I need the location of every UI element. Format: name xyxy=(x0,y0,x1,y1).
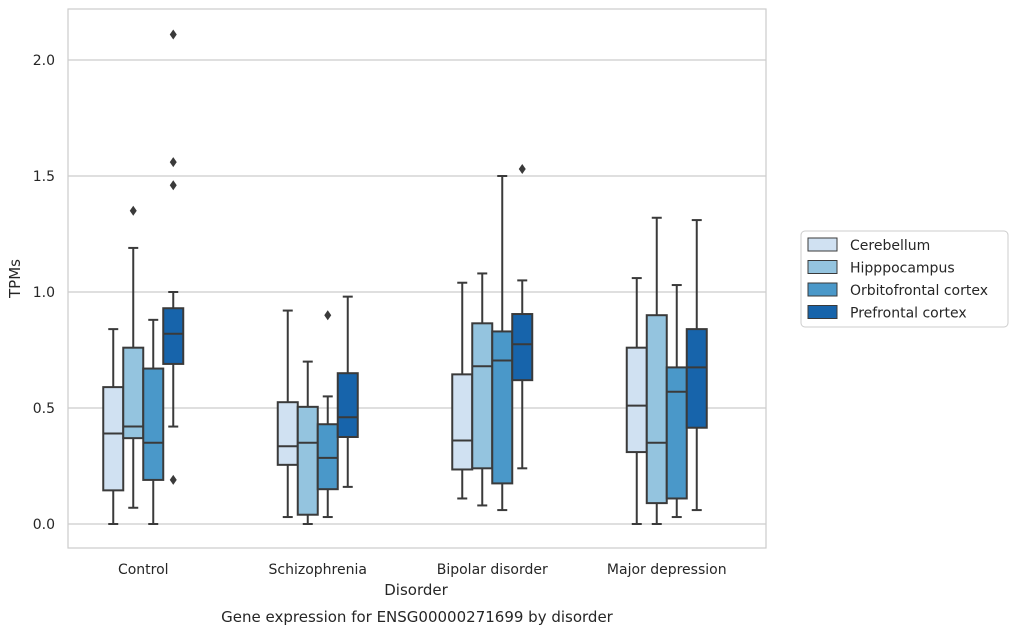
y-tick-label: 0.5 xyxy=(33,401,55,417)
box-iqr xyxy=(625,346,648,454)
box-iqr xyxy=(162,307,185,365)
box-hipppocampus xyxy=(645,216,668,525)
y-tick-label: 0.0 xyxy=(33,517,55,533)
box-iqr xyxy=(102,386,125,492)
legend-item: Hipppocampus xyxy=(807,260,955,277)
y-tick-label: 1.5 xyxy=(33,169,55,185)
legend-item: Orbitofrontal cortex xyxy=(807,282,988,299)
x-tick-label: Schizophrenia xyxy=(269,562,367,578)
legend-label: Hipppocampus xyxy=(850,261,955,277)
legend-swatch xyxy=(807,237,838,252)
legend-item: Cerebellum xyxy=(807,237,930,254)
x-tick-label: Control xyxy=(118,562,169,578)
box-iqr xyxy=(122,346,145,440)
legend-label: Prefrontal cortex xyxy=(850,306,967,322)
chart-title: Gene expression for ENSG00000271699 by d… xyxy=(221,608,614,626)
box-orbitofrontal-cortex xyxy=(491,175,514,512)
x-axis-label: Disorder xyxy=(384,581,448,599)
box-cerebellum xyxy=(102,328,125,525)
box-iqr xyxy=(276,401,299,466)
box-orbitofrontal-cortex xyxy=(316,310,339,519)
legend-swatch xyxy=(807,260,838,274)
outlier-point xyxy=(129,205,137,216)
plot-area-frame xyxy=(67,8,767,549)
box-iqr xyxy=(316,423,339,491)
outlier-point xyxy=(169,29,177,40)
y-tick-label: 2.0 xyxy=(33,53,55,69)
box-prefrontal-cortex xyxy=(511,164,534,470)
box-cerebellum xyxy=(276,309,299,519)
legend: Cerebellum Hipppocampus Orbitofrontal cort… xyxy=(800,230,1009,328)
box-prefrontal-cortex xyxy=(162,29,185,485)
y-axis-ticks: 0.0 0.5 1.0 1.5 2.0 xyxy=(33,53,55,533)
outlier-point xyxy=(169,180,177,191)
x-tick-label: Bipolar disorder xyxy=(437,562,548,578)
box-iqr xyxy=(336,372,359,439)
box-prefrontal-cortex xyxy=(336,295,359,488)
box-orbitofrontal-cortex xyxy=(142,318,165,525)
legend-item: Prefrontal cortex xyxy=(807,305,967,322)
x-tick-label: Major depression xyxy=(607,562,727,578)
box-iqr xyxy=(645,314,668,505)
legend-label: Orbitofrontal cortex xyxy=(850,283,988,299)
box-iqr xyxy=(665,366,688,500)
box-iqr xyxy=(511,313,534,382)
x-axis-ticks: Control Schizophrenia Bipolar disorder Majo… xyxy=(118,562,727,578)
box-iqr xyxy=(296,405,319,516)
boxes xyxy=(102,29,708,525)
box-iqr xyxy=(491,330,514,485)
box-cerebellum xyxy=(451,281,474,500)
box-iqr xyxy=(685,328,708,429)
box-orbitofrontal-cortex xyxy=(665,284,688,519)
box-cerebellum xyxy=(625,277,648,525)
legend-swatch xyxy=(807,282,838,297)
box-prefrontal-cortex xyxy=(685,219,708,512)
legend-label: Cerebellum xyxy=(850,238,930,254)
legend-swatch xyxy=(807,305,838,319)
outlier-point xyxy=(518,164,526,175)
box-hipppocampus xyxy=(471,272,494,507)
outlier-point xyxy=(169,474,177,485)
box-hipppocampus xyxy=(122,205,145,509)
box-iqr xyxy=(451,373,474,471)
box-iqr xyxy=(471,322,494,470)
y-tick-label: 1.0 xyxy=(33,285,55,301)
outlier-point xyxy=(169,157,177,168)
y-axis-label: TPMs xyxy=(6,259,24,299)
legend-frame xyxy=(800,230,1009,328)
outlier-point xyxy=(324,310,332,321)
box-hipppocampus xyxy=(296,360,319,525)
box-iqr xyxy=(142,367,165,481)
